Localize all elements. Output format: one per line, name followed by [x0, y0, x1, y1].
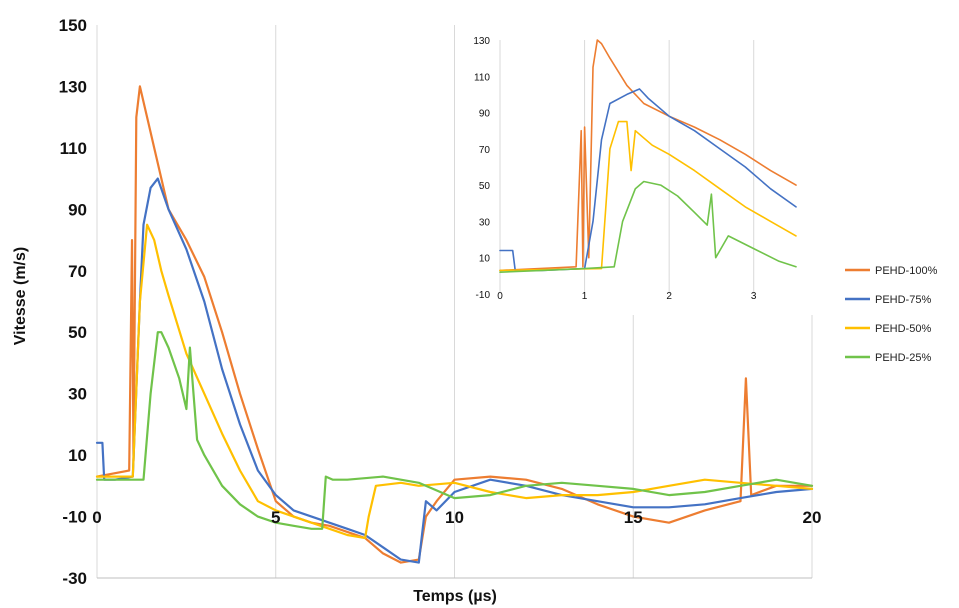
legend-label: PEHD-50%	[875, 323, 931, 335]
y-tick-label: 150	[59, 16, 87, 35]
y-tick-label: 10	[479, 254, 491, 265]
y-tick-label: 90	[479, 109, 491, 120]
y-tick-label: 70	[479, 145, 491, 156]
y-tick-label: 70	[68, 262, 87, 281]
x-axis-title: Temps (µs)	[413, 588, 497, 605]
inset-plot: 130 110 90 70 50 30 10 -10 0 1 2 3	[455, 25, 820, 315]
y-tick-label: 130	[473, 36, 490, 47]
x-tick-label: 3	[751, 291, 757, 302]
legend-item: PEHD-75%	[845, 294, 931, 306]
y-axis-title: Vitesse (m/s)	[12, 247, 29, 345]
main-y-ticks: 150 130 110 90 70 50 30 10 -10 -30	[59, 16, 87, 588]
y-tick-label: 90	[68, 200, 87, 219]
y-tick-label: 30	[68, 385, 87, 404]
series-line	[499, 180, 797, 273]
y-tick-label: 110	[474, 72, 490, 83]
inset-x-ticks: 0 1 2 3	[497, 291, 757, 302]
x-tick-label: 5	[271, 508, 280, 527]
inset-series-group	[499, 39, 797, 273]
y-tick-label: 30	[479, 217, 491, 228]
legend: PEHD-100% PEHD-75% PEHD-50% PEHD-25%	[845, 265, 938, 364]
legend-item: PEHD-25%	[845, 352, 931, 364]
y-tick-label: -10	[62, 508, 87, 527]
y-tick-label: 50	[479, 181, 491, 192]
y-tick-label: 110	[60, 139, 87, 158]
y-tick-label: 10	[68, 446, 87, 465]
y-tick-label: 130	[59, 77, 87, 96]
legend-item: PEHD-100%	[845, 265, 938, 277]
legend-item: PEHD-50%	[845, 323, 931, 335]
legend-label: PEHD-100%	[875, 265, 938, 277]
y-tick-label: 50	[68, 323, 87, 342]
x-tick-label: 10	[445, 508, 464, 527]
series-line	[95, 331, 814, 530]
main-series-group	[95, 85, 814, 564]
legend-label: PEHD-25%	[875, 352, 931, 364]
series-line	[95, 85, 814, 564]
series-line	[95, 177, 814, 564]
series-line	[499, 39, 797, 272]
inset-background	[455, 25, 820, 315]
series-line	[499, 120, 797, 272]
y-tick-label: -10	[476, 290, 491, 301]
inset-y-ticks: 130 110 90 70 50 30 10 -10	[473, 36, 490, 301]
series-line	[95, 223, 814, 540]
x-tick-label: 20	[803, 508, 822, 527]
y-tick-label: -30	[62, 569, 87, 588]
x-tick-label: 1	[582, 291, 588, 302]
x-tick-label: 2	[666, 291, 672, 302]
x-tick-label: 0	[497, 291, 503, 302]
main-x-ticks: 0 5 10 15 20	[92, 508, 821, 527]
x-tick-label: 0	[92, 508, 101, 527]
x-tick-label: 15	[624, 508, 643, 527]
legend-label: PEHD-75%	[875, 294, 931, 306]
